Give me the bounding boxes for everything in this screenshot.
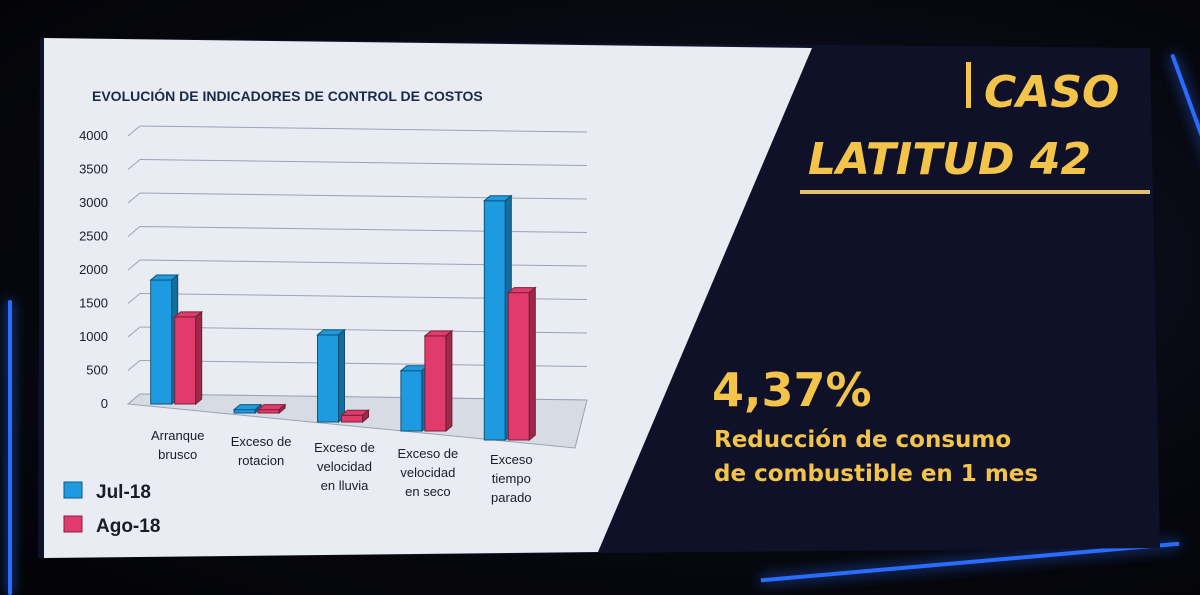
case-heading-bar bbox=[966, 62, 971, 108]
case-title-line1: CASO bbox=[984, 67, 1119, 118]
category-label: Exceso de bbox=[398, 446, 459, 461]
category-label: en seco bbox=[405, 484, 451, 499]
y-tick-label: 1000 bbox=[79, 329, 108, 344]
bar-side bbox=[338, 328, 345, 424]
bar-front bbox=[233, 409, 256, 414]
chart-title: EVOLUCIÓN DE INDICADORES DE CONTROL DE C… bbox=[92, 87, 483, 104]
y-tick-label: 0 bbox=[101, 396, 108, 411]
bar-front bbox=[483, 200, 506, 441]
bar-front bbox=[257, 409, 280, 414]
gridline-depth bbox=[127, 360, 141, 371]
category-label: brusco bbox=[158, 447, 197, 462]
bar-side bbox=[362, 409, 369, 424]
reduction-percentage: 4,37% bbox=[712, 363, 872, 417]
y-axis-ticks: 0 500 1000 1500 2000 2500 3000 3500 4000 bbox=[79, 128, 108, 411]
case-title-line2: LATITUD 42 bbox=[808, 134, 1091, 185]
gridline bbox=[139, 192, 588, 200]
category-label: velocidad bbox=[400, 465, 455, 480]
category-label: rotacion bbox=[238, 453, 284, 468]
y-tick-label: 500 bbox=[86, 363, 108, 378]
y-tick-label: 4000 bbox=[79, 128, 108, 143]
case-heading: CASO LATITUD 42 bbox=[800, 62, 1150, 194]
gridline-depth bbox=[127, 259, 141, 271]
y-tick-label: 2000 bbox=[79, 262, 108, 277]
bar-front bbox=[174, 316, 197, 405]
legend-swatch-ago bbox=[63, 515, 83, 533]
chart-panel bbox=[44, 38, 812, 558]
x-axis-categories: Arranque brusco Exceso de rotacion Exceso de… bbox=[151, 428, 533, 505]
gridline-depth bbox=[127, 192, 141, 204]
category-label: Arranque bbox=[151, 428, 204, 443]
category-label: Exceso bbox=[490, 452, 533, 467]
bar-front bbox=[150, 279, 173, 405]
bar-side bbox=[278, 403, 286, 415]
y-tick-label: 2500 bbox=[79, 229, 108, 244]
gridline-depth bbox=[127, 159, 141, 170]
y-tick-label: 3000 bbox=[79, 195, 108, 210]
legend-swatch-jul bbox=[63, 481, 83, 499]
bar-front bbox=[424, 335, 447, 432]
category-label: en lluvia bbox=[321, 478, 369, 493]
bar-side bbox=[528, 286, 536, 442]
bar-side bbox=[195, 310, 203, 406]
legend-label-ago: Ago-18 bbox=[96, 516, 160, 537]
reduction-text-line2: de combustible en 1 mes bbox=[714, 461, 1038, 487]
neon-light-left bbox=[8, 300, 12, 595]
gridline bbox=[139, 125, 588, 133]
gridline bbox=[139, 226, 588, 233]
category-label: Exceso de bbox=[231, 434, 292, 449]
gridline-depth bbox=[127, 293, 141, 304]
reduction-text-line1: Reducción de consumo bbox=[714, 427, 1011, 453]
bar-front bbox=[317, 334, 339, 423]
category-label: Exceso de bbox=[314, 440, 375, 455]
gridline bbox=[139, 159, 588, 166]
chart-bars bbox=[149, 194, 537, 442]
y-tick-label: 3500 bbox=[79, 162, 108, 177]
bar-side bbox=[445, 329, 453, 433]
gridline-depth bbox=[127, 326, 141, 338]
chart-legend: Jul-18 Ago-18 bbox=[63, 481, 160, 537]
case-underline bbox=[800, 190, 1150, 194]
gridline bbox=[139, 259, 588, 267]
category-label: parado bbox=[491, 490, 531, 505]
y-tick-label: 1500 bbox=[79, 296, 108, 311]
category-label: tiempo bbox=[492, 471, 531, 486]
category-label: velocidad bbox=[317, 459, 372, 474]
gridline-depth bbox=[127, 125, 141, 137]
legend-label-jul: Jul-18 bbox=[96, 482, 151, 503]
bar-front bbox=[400, 370, 423, 432]
bar-front bbox=[341, 414, 363, 423]
gridline-depth bbox=[127, 226, 141, 237]
bar-front bbox=[507, 292, 530, 441]
